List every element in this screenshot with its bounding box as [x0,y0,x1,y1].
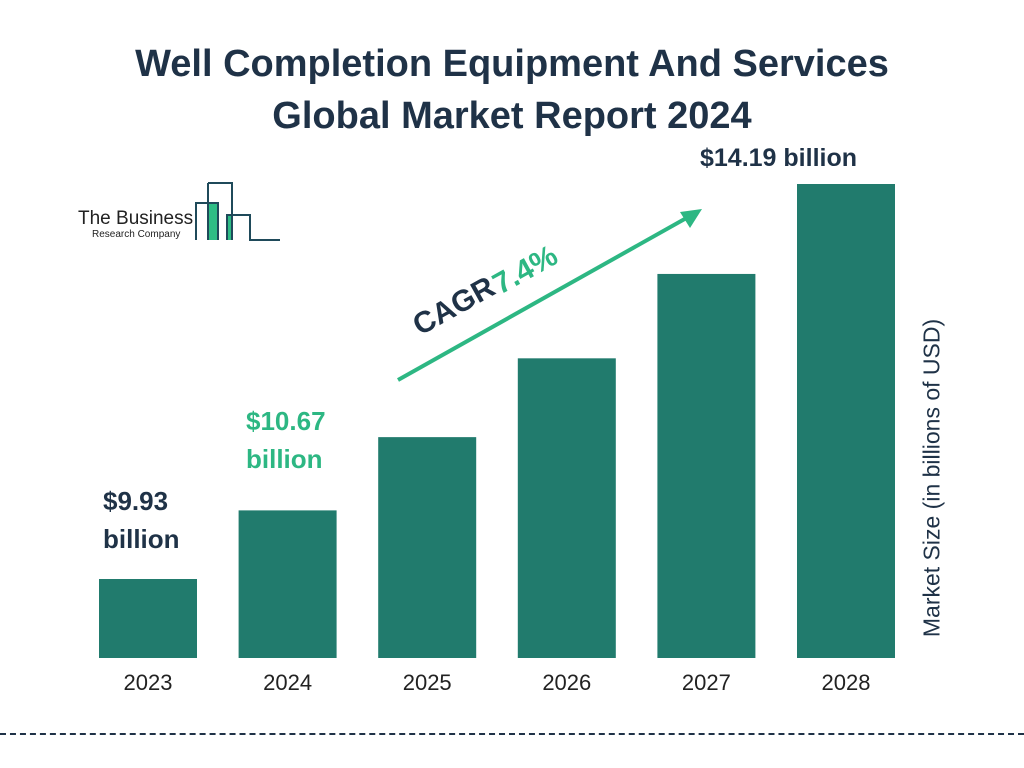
data-label-2024: $10.67 billion [246,406,326,474]
data-label-2028: $14.19 billion [700,144,858,172]
x-tick-2027: 2027 [682,670,731,695]
x-tick-2025: 2025 [403,670,452,695]
bar-2025 [378,437,477,658]
logo: The Business Research Company [78,182,280,241]
bar-2026 [517,358,616,658]
title-line-1: Well Completion Equipment And Services [135,43,889,85]
x-tick-2024: 2024 [263,670,312,695]
logo-bar-2 [227,215,232,240]
x-tick-2026: 2026 [542,670,591,695]
logo-line2: Research Company [92,229,180,240]
title-line-2: Global Market Report 2024 [272,95,752,137]
divider [0,733,1024,735]
logo-line1: The Business [78,208,193,229]
bar-2023 [99,579,197,658]
bar-2027 [657,273,756,658]
cagr-arrow [397,209,702,382]
bar-2024 [238,510,337,658]
logo-outline [195,182,280,241]
data-label-2023: $9.93 billion [103,486,180,554]
chart-title: Well Completion Equipment And Services G… [0,38,1024,142]
x-tick-2028: 2028 [822,670,871,695]
x-tick-2023: 2023 [124,670,173,695]
logo-bar-1 [208,203,218,240]
bar-2028 [797,184,895,658]
y-axis-label: Market Size (in billions of USD) [918,318,945,638]
